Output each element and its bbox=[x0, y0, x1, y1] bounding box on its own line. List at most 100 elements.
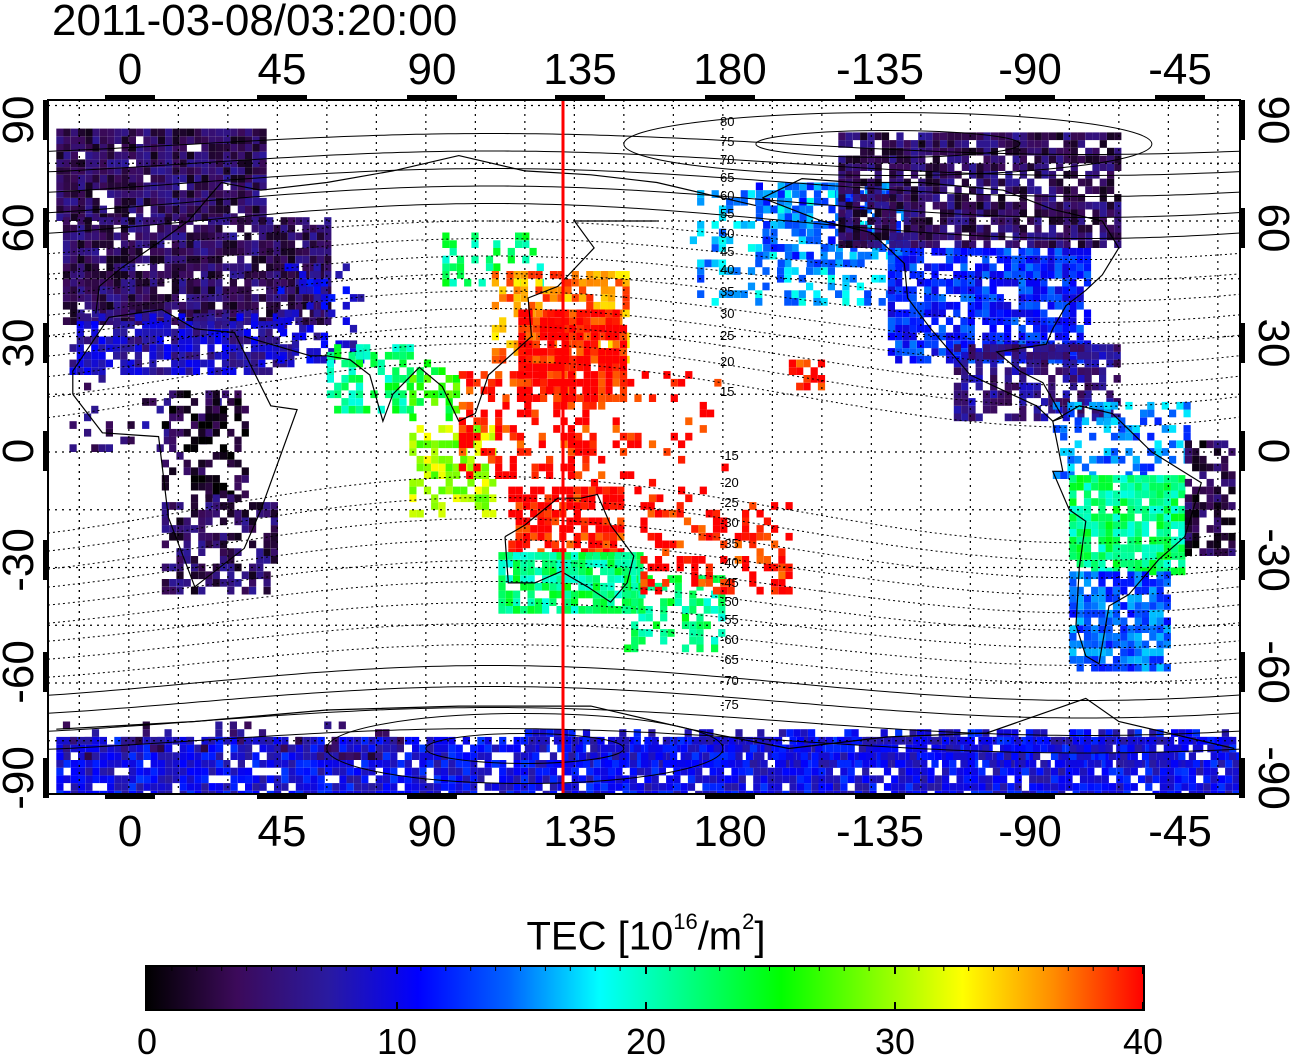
tec-cell bbox=[909, 286, 917, 295]
tec-cell bbox=[718, 213, 727, 221]
tec-cell bbox=[902, 255, 910, 264]
tec-cell bbox=[586, 301, 594, 310]
tec-cell bbox=[1062, 263, 1070, 272]
tec-cell bbox=[782, 767, 790, 776]
tec-cell bbox=[212, 490, 220, 499]
tec-cell bbox=[569, 309, 577, 318]
tec-cell bbox=[78, 775, 86, 784]
tec-cell bbox=[230, 790, 238, 794]
tec-cell bbox=[1027, 217, 1035, 225]
tec-cell bbox=[903, 186, 911, 194]
tec-cell bbox=[252, 760, 260, 768]
tec-cell bbox=[912, 767, 921, 776]
tec-cell bbox=[201, 752, 209, 760]
tec-cell bbox=[881, 155, 890, 164]
tec-cell bbox=[471, 232, 479, 241]
tec-cell bbox=[916, 255, 925, 264]
tec-cell bbox=[1110, 432, 1119, 441]
tec-cell bbox=[176, 517, 184, 526]
tec-cell bbox=[927, 752, 935, 760]
tec-cell bbox=[585, 590, 593, 599]
tec-cell bbox=[520, 752, 529, 760]
tec-cell bbox=[940, 224, 948, 233]
tec-cell bbox=[524, 394, 532, 402]
tec-cell bbox=[462, 736, 470, 745]
tec-cell bbox=[567, 371, 575, 379]
tec-cell bbox=[869, 790, 877, 794]
tec-cell bbox=[270, 502, 278, 510]
tec-cell bbox=[617, 494, 625, 503]
tec-cell bbox=[556, 552, 564, 560]
tec-cell bbox=[176, 571, 184, 580]
tec-cell bbox=[1083, 571, 1092, 580]
tec-cell bbox=[1099, 344, 1107, 352]
tec-cell bbox=[84, 313, 92, 322]
tec-cell bbox=[893, 190, 901, 198]
tec-cell bbox=[99, 151, 107, 160]
tec-cell bbox=[1027, 178, 1035, 187]
tec-cell bbox=[726, 236, 734, 245]
tec-cell bbox=[302, 217, 310, 225]
tec-cell bbox=[84, 301, 92, 310]
tec-cell bbox=[949, 790, 957, 794]
tec-cell bbox=[1098, 505, 1106, 514]
tec-cell bbox=[99, 217, 107, 225]
tec-cell bbox=[200, 224, 208, 233]
tec-cell bbox=[1019, 147, 1027, 156]
tec-cell bbox=[127, 321, 135, 329]
tec-cell bbox=[169, 467, 177, 476]
tec-cell bbox=[171, 240, 179, 248]
tec-cell bbox=[547, 332, 555, 341]
tec-cell bbox=[208, 278, 216, 287]
tec-cell bbox=[887, 309, 895, 318]
tec-cell bbox=[842, 274, 850, 283]
tec-cell bbox=[1134, 490, 1142, 499]
tec-cell bbox=[200, 247, 208, 256]
tec-cell bbox=[70, 232, 78, 241]
tec-cell bbox=[56, 197, 64, 206]
tec-cell bbox=[893, 251, 901, 260]
tec-cell bbox=[208, 144, 216, 152]
tec-cell bbox=[845, 232, 853, 241]
tec-cell bbox=[518, 309, 526, 318]
tec-cell bbox=[1107, 178, 1115, 187]
tec-cell bbox=[259, 205, 267, 214]
tec-cell bbox=[302, 240, 310, 248]
tec-cell bbox=[76, 328, 84, 337]
tec-cell bbox=[63, 144, 71, 152]
tec-cell bbox=[172, 151, 180, 160]
tec-cell bbox=[399, 344, 407, 352]
tec-cell bbox=[667, 598, 675, 606]
tec-cell bbox=[194, 151, 202, 160]
tec-cell bbox=[135, 286, 143, 295]
tec-cell bbox=[549, 790, 558, 794]
tec-cell bbox=[567, 463, 575, 472]
tec-cell bbox=[135, 278, 143, 287]
tec-cell bbox=[237, 136, 245, 144]
tec-cell bbox=[287, 278, 296, 287]
tec-cell bbox=[949, 783, 957, 791]
tec-cell bbox=[806, 282, 814, 291]
tec-cell bbox=[1099, 209, 1107, 218]
tec-cell bbox=[990, 209, 998, 218]
tec-cell bbox=[576, 309, 584, 318]
tec-cell bbox=[186, 760, 195, 768]
tec-cell bbox=[833, 783, 841, 791]
tec-cell bbox=[896, 170, 904, 179]
tec-cell bbox=[579, 775, 587, 784]
tec-cell bbox=[201, 213, 209, 221]
tec-cell bbox=[1092, 132, 1100, 141]
tec-cell bbox=[128, 255, 136, 264]
tec-cell bbox=[716, 767, 725, 776]
tec-cell bbox=[961, 178, 969, 187]
tec-cell bbox=[186, 174, 195, 183]
tec-cell bbox=[1083, 529, 1092, 537]
tec-cell bbox=[334, 390, 342, 399]
tec-cell bbox=[85, 767, 93, 776]
tec-cell bbox=[113, 271, 121, 279]
tec-cell bbox=[998, 194, 1006, 202]
tec-cell bbox=[607, 575, 615, 583]
tec-cell bbox=[426, 783, 434, 791]
tec-cell bbox=[309, 263, 317, 272]
tec-cell bbox=[1192, 463, 1200, 472]
